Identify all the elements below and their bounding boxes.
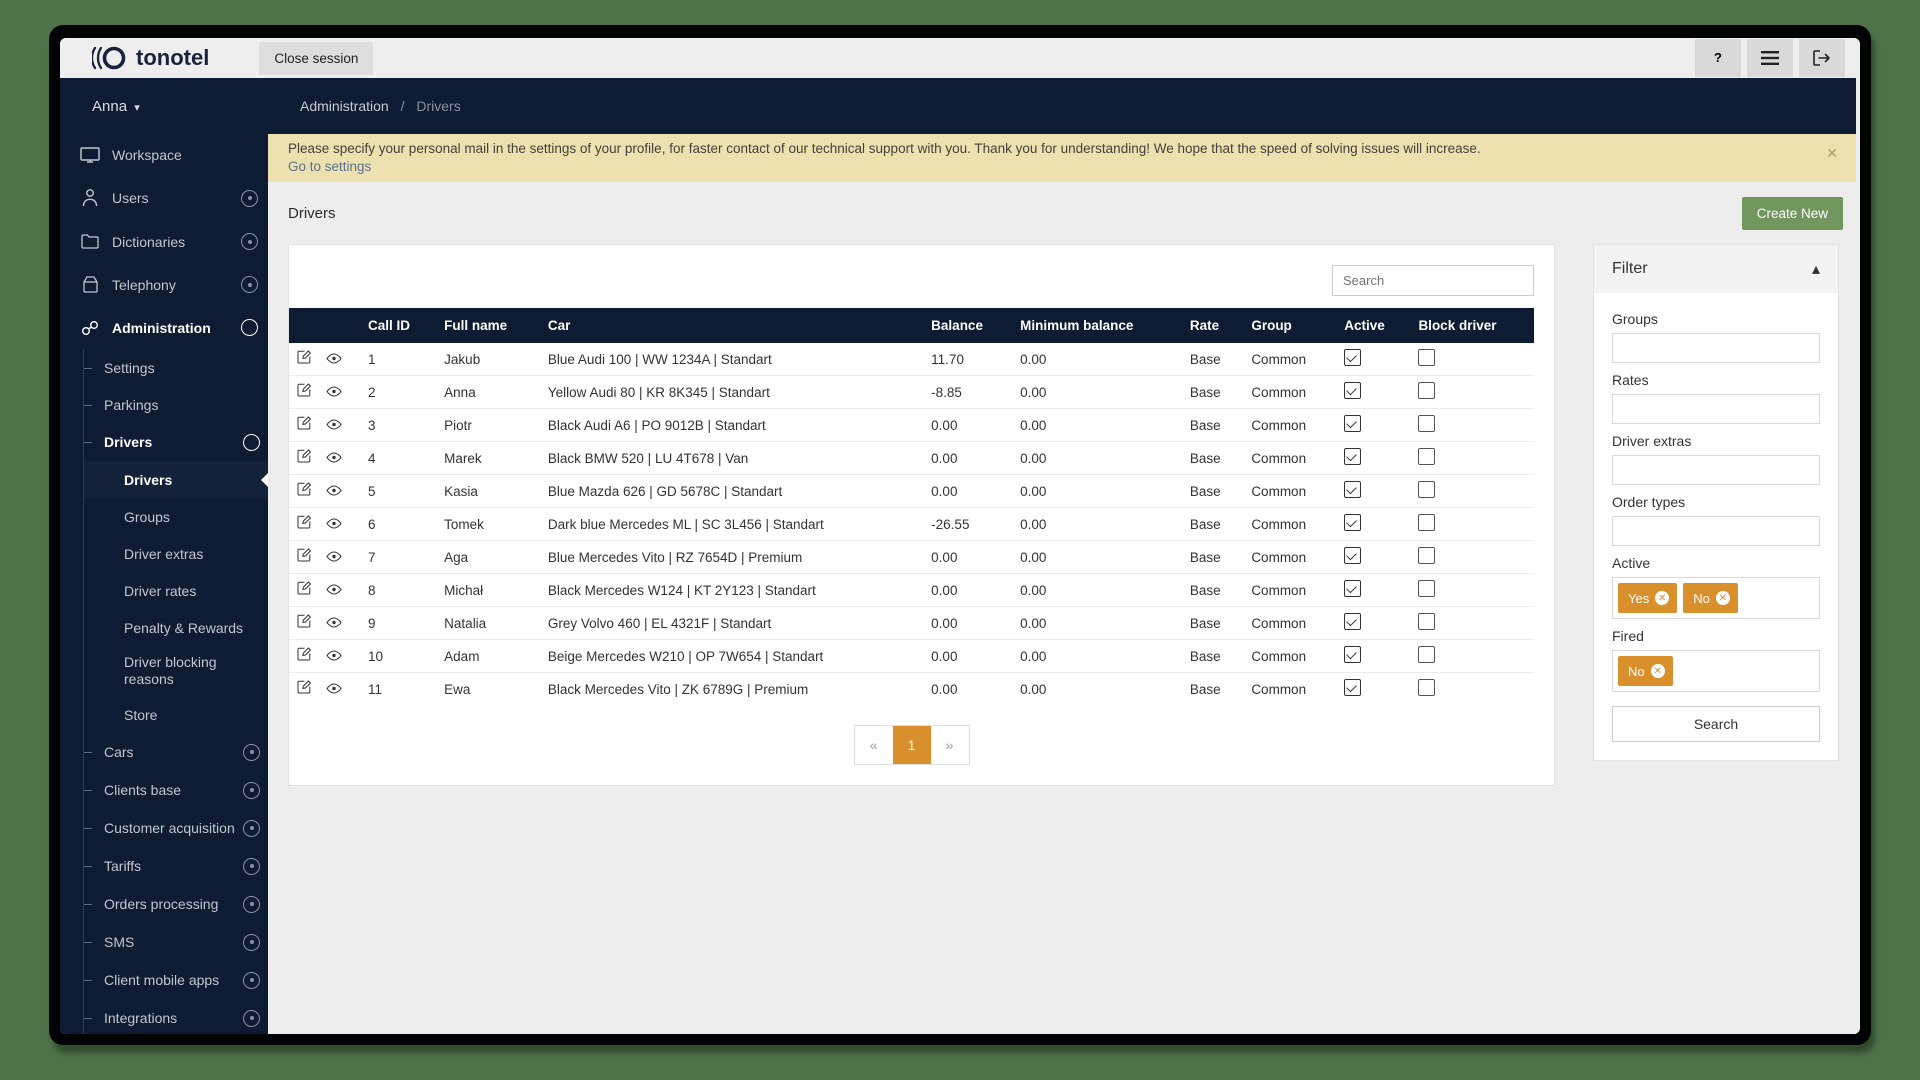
svg-text:?: ? [1714, 50, 1722, 65]
